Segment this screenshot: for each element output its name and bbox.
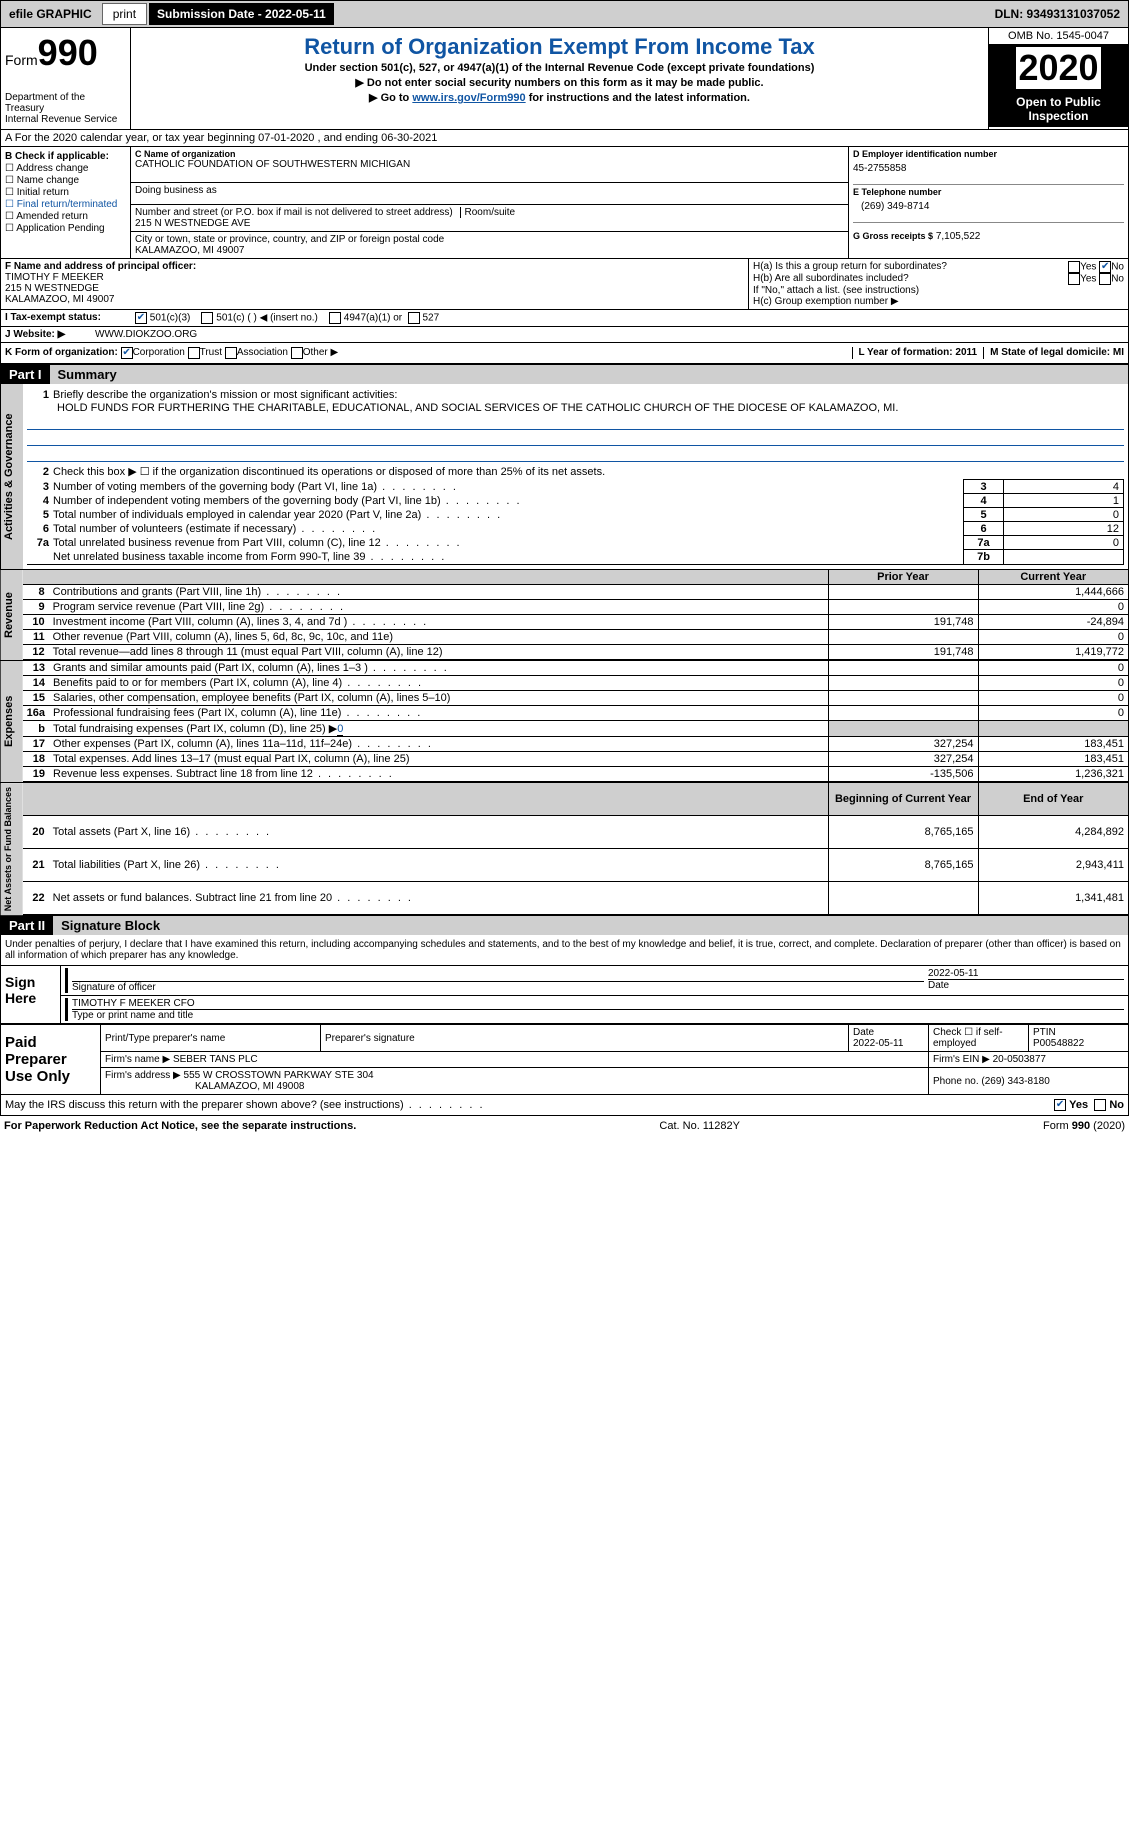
cy8: 1,444,666 (978, 585, 1128, 600)
ein: 45-2755858 (853, 159, 1124, 182)
ha-yes[interactable] (1068, 261, 1080, 273)
chk-501c[interactable] (201, 312, 213, 324)
firm-phone: (269) 343-8180 (981, 1076, 1049, 1087)
chk-name-change[interactable]: ☐ Name change (5, 175, 126, 186)
gross-receipts: 7,105,522 (936, 231, 981, 242)
chk-assoc[interactable] (225, 347, 237, 359)
page-footer: For Paperwork Reduction Act Notice, see … (0, 1116, 1129, 1136)
side-netassets: Net Assets or Fund Balances (1, 783, 23, 915)
v7b (1004, 550, 1124, 565)
tax-year: 2020 (989, 45, 1128, 91)
topbar: efile GRAPHIC print Submission Date - 20… (0, 0, 1129, 28)
side-revenue: Revenue (1, 570, 23, 660)
side-governance: Activities & Governance (1, 384, 23, 569)
box-b: B Check if applicable: ☐ Address change … (1, 147, 131, 258)
form-org-row: K Form of organization: Corporation Trus… (0, 342, 1129, 364)
box-f: F Name and address of principal officer:… (1, 259, 748, 309)
dba-box: Doing business as (131, 183, 848, 205)
chk-4947[interactable] (329, 312, 341, 324)
goto-line: ▶ Go to www.irs.gov/Form990 for instruct… (135, 91, 984, 104)
website-row: J Website: ▶ WWW.DIOKZOO.ORG (0, 326, 1129, 342)
sign-date: 2022-05-11 (928, 968, 1124, 980)
omb-number: OMB No. 1545-0047 (989, 28, 1128, 45)
form-header: Form990 Department of the Treasury Inter… (0, 28, 1129, 129)
street: 215 N WESTNEDGE AVE (135, 218, 844, 229)
firm-address: 555 W CROSSTOWN PARKWAY STE 304 (184, 1070, 374, 1081)
part1-header: Part I Summary (0, 364, 1129, 384)
tax-exempt-status: I Tax-exempt status: 501(c)(3) 501(c) ( … (0, 309, 1129, 326)
perjury-text: Under penalties of perjury, I declare th… (0, 935, 1129, 966)
hb-no[interactable] (1099, 273, 1111, 285)
section-a: A For the 2020 calendar year, or tax yea… (0, 129, 1129, 146)
open-to-public: Open to Public Inspection (989, 91, 1128, 127)
form-number: Form990 (5, 32, 126, 74)
dln: DLN: 93493131037052 (987, 3, 1128, 25)
form-title: Return of Organization Exempt From Incom… (135, 32, 984, 60)
chk-corp[interactable] (121, 347, 133, 359)
chk-initial-return[interactable]: ☐ Initial return (5, 187, 126, 198)
dept-treasury: Department of the Treasury (5, 92, 126, 114)
city-state-zip: KALAMAZOO, MI 49007 (135, 245, 844, 256)
telephone: (269) 349-8714 (853, 197, 1124, 220)
firm-name: SEBER TANS PLC (173, 1054, 258, 1065)
right-ids: D Employer identification number 45-2755… (848, 147, 1128, 258)
chk-trust[interactable] (188, 347, 200, 359)
warn-ssn: ▶ Do not enter social security numbers o… (135, 76, 984, 89)
box-h: H(a) Is this a group return for subordin… (748, 259, 1128, 309)
sign-here-label: Sign Here (1, 966, 61, 1023)
discuss-yes[interactable] (1054, 1099, 1066, 1111)
irs-label: Internal Revenue Service (5, 114, 126, 125)
chk-527[interactable] (408, 312, 420, 324)
street-box: Number and street (or P.O. box if mail i… (131, 205, 848, 232)
efile-label: efile GRAPHIC (1, 3, 100, 25)
v7a: 0 (1004, 536, 1124, 550)
v4: 1 (1004, 494, 1124, 508)
firm-ein: 20-0503877 (993, 1054, 1046, 1065)
side-expenses: Expenses (1, 661, 23, 782)
city-box: City or town, state or province, country… (131, 232, 848, 258)
v6: 12 (1004, 522, 1124, 536)
chk-final-return[interactable]: ☐ Final return/terminated (5, 199, 126, 210)
v3: 4 (1004, 480, 1124, 494)
form990-link[interactable]: www.irs.gov/Form990 (412, 92, 525, 104)
discuss-row: May the IRS discuss this return with the… (0, 1095, 1129, 1116)
v5: 0 (1004, 508, 1124, 522)
mission-text: HOLD FUNDS FOR FURTHERING THE CHARITABLE… (27, 402, 1124, 414)
ha-no[interactable] (1099, 261, 1111, 273)
year-formation: L Year of formation: 2011 (852, 347, 978, 359)
submission-date: Submission Date - 2022-05-11 (149, 3, 334, 25)
website-url: WWW.DIOKZOO.ORG (95, 329, 197, 340)
paid-preparer-table: Paid Preparer Use Only Print/Type prepar… (0, 1024, 1129, 1095)
ptin: P00548822 (1033, 1038, 1124, 1049)
chk-app-pending[interactable]: ☐ Application Pending (5, 223, 126, 234)
state-domicile: M State of legal domicile: MI (983, 347, 1124, 359)
paid-preparer-label: Paid Preparer Use Only (1, 1025, 101, 1095)
chk-amended[interactable]: ☐ Amended return (5, 211, 126, 222)
part2-header: Part II Signature Block (0, 916, 1129, 935)
officer-name-title: TIMOTHY F MEEKER CFO (72, 998, 1124, 1010)
print-button[interactable]: print (102, 3, 147, 25)
chk-501c3[interactable] (135, 312, 147, 324)
form-subtitle: Under section 501(c), 527, or 4947(a)(1)… (135, 62, 984, 74)
discuss-no[interactable] (1094, 1099, 1106, 1111)
org-name: CATHOLIC FOUNDATION OF SOUTHWESTERN MICH… (135, 159, 844, 170)
chk-other[interactable] (291, 347, 303, 359)
org-name-box: C Name of organization CATHOLIC FOUNDATI… (131, 147, 848, 183)
hb-yes[interactable] (1068, 273, 1080, 285)
chk-address-change[interactable]: ☐ Address change (5, 163, 126, 174)
officer-name: TIMOTHY F MEEKER (5, 272, 744, 283)
